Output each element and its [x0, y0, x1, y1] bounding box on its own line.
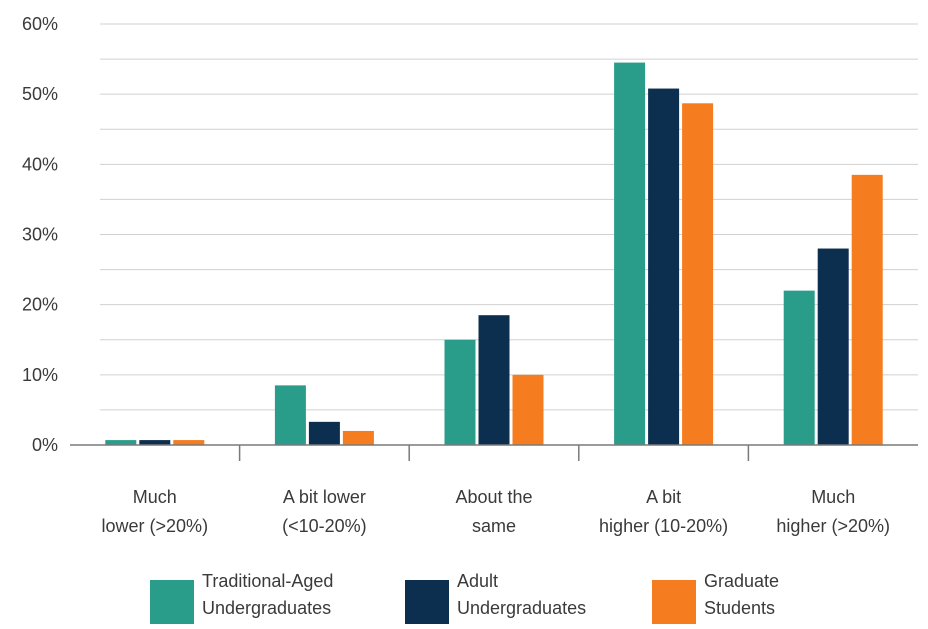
y-tick-label: 30% — [22, 225, 58, 245]
legend-item-adult: Adult Undergraduates — [405, 568, 586, 624]
bar — [817, 248, 849, 445]
bar — [512, 374, 544, 445]
category-label: higher (10-20%) — [599, 516, 728, 536]
bar — [308, 421, 340, 445]
category-label: A bit — [646, 487, 681, 507]
bar — [444, 339, 476, 445]
bar — [173, 440, 205, 445]
bar — [682, 103, 714, 445]
bar — [478, 315, 510, 445]
legend-label: Adult Undergraduates — [457, 571, 587, 618]
bar — [342, 430, 374, 445]
category-label: Much — [811, 487, 855, 507]
y-tick-label: 0% — [32, 435, 58, 455]
category-label: About the — [455, 487, 532, 507]
x-axis — [70, 444, 918, 461]
category-label: Much — [133, 487, 177, 507]
y-axis-ticks: 0% 10% 20% 30% 40% 50% 60% — [22, 14, 58, 455]
category-label: same — [472, 516, 516, 536]
y-tick-label: 10% — [22, 365, 58, 385]
category-label: lower (>20%) — [102, 516, 209, 536]
y-tick-label: 40% — [22, 154, 58, 174]
legend-label: Traditional-Aged Undergraduates — [202, 571, 334, 618]
y-tick-label: 60% — [22, 14, 58, 34]
bar — [783, 290, 815, 445]
legend-item-graduate: Graduate Students — [652, 568, 779, 624]
bar — [274, 385, 306, 445]
legend-swatch — [150, 580, 194, 624]
legend-swatch — [405, 580, 449, 624]
bar — [139, 440, 171, 445]
bars — [105, 62, 883, 445]
bar — [614, 62, 646, 445]
legend: Traditional-Aged Undergraduates Adult Un… — [0, 568, 928, 628]
category-label: higher (>20%) — [776, 516, 890, 536]
bar — [105, 440, 137, 445]
gridlines — [100, 23, 918, 411]
legend-item-traditional: Traditional-Aged Undergraduates — [150, 568, 333, 624]
y-tick-label: 50% — [22, 84, 58, 104]
bar — [851, 174, 883, 445]
legend-label: Graduate Students — [704, 571, 780, 618]
bar — [648, 88, 680, 445]
legend-swatch — [652, 580, 696, 624]
bar-chart: 0% 10% 20% 30% 40% 50% 60% Much lower (>20%) A b… — [22, 14, 918, 536]
y-tick-label: 20% — [22, 295, 58, 315]
category-label: A bit lower — [283, 487, 366, 507]
category-labels: Much lower (>20%) A bit lower (<10-20%) Abou… — [102, 487, 890, 536]
category-label: (<10-20%) — [282, 516, 367, 536]
